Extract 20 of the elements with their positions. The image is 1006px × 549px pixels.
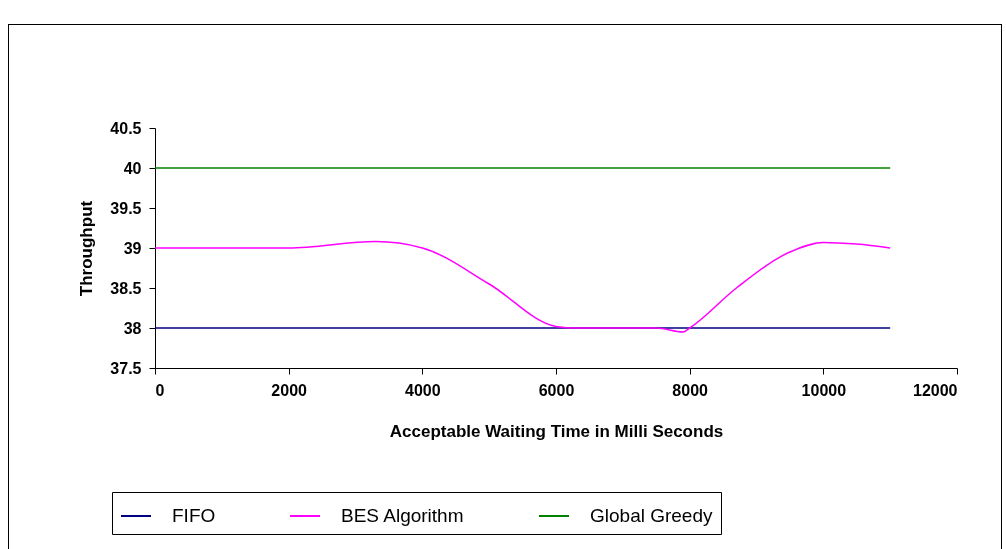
y-axis-title: Throughput xyxy=(77,200,97,297)
x-tick-label: 2000 xyxy=(271,381,308,399)
x-tick-label: 10000 xyxy=(801,381,847,399)
y-tick-label: 39 xyxy=(123,239,142,257)
y-tick-label: 38.5 xyxy=(110,279,142,297)
legend-label: FIFO xyxy=(172,505,216,526)
x-axis-title: Acceptable Waiting Time in Milli Seconds xyxy=(389,421,724,441)
x-tick-label: 0 xyxy=(155,381,165,399)
y-tick-label: 40 xyxy=(123,159,142,177)
x-tick-label: 8000 xyxy=(672,381,709,399)
x-tick-label: 6000 xyxy=(538,381,575,399)
x-tick-label: 12000 xyxy=(913,381,958,399)
y-tick-label: 40.5 xyxy=(110,119,142,137)
legend-label: BES Algorithm xyxy=(341,505,464,526)
line-series xyxy=(154,240,891,333)
y-tick-label: 38 xyxy=(123,319,142,337)
y-tick-label: 37.5 xyxy=(110,359,142,377)
legend-label: Global Greedy xyxy=(590,505,714,526)
y-tick-label: 39.5 xyxy=(110,199,142,217)
x-tick-label: 4000 xyxy=(405,381,441,399)
